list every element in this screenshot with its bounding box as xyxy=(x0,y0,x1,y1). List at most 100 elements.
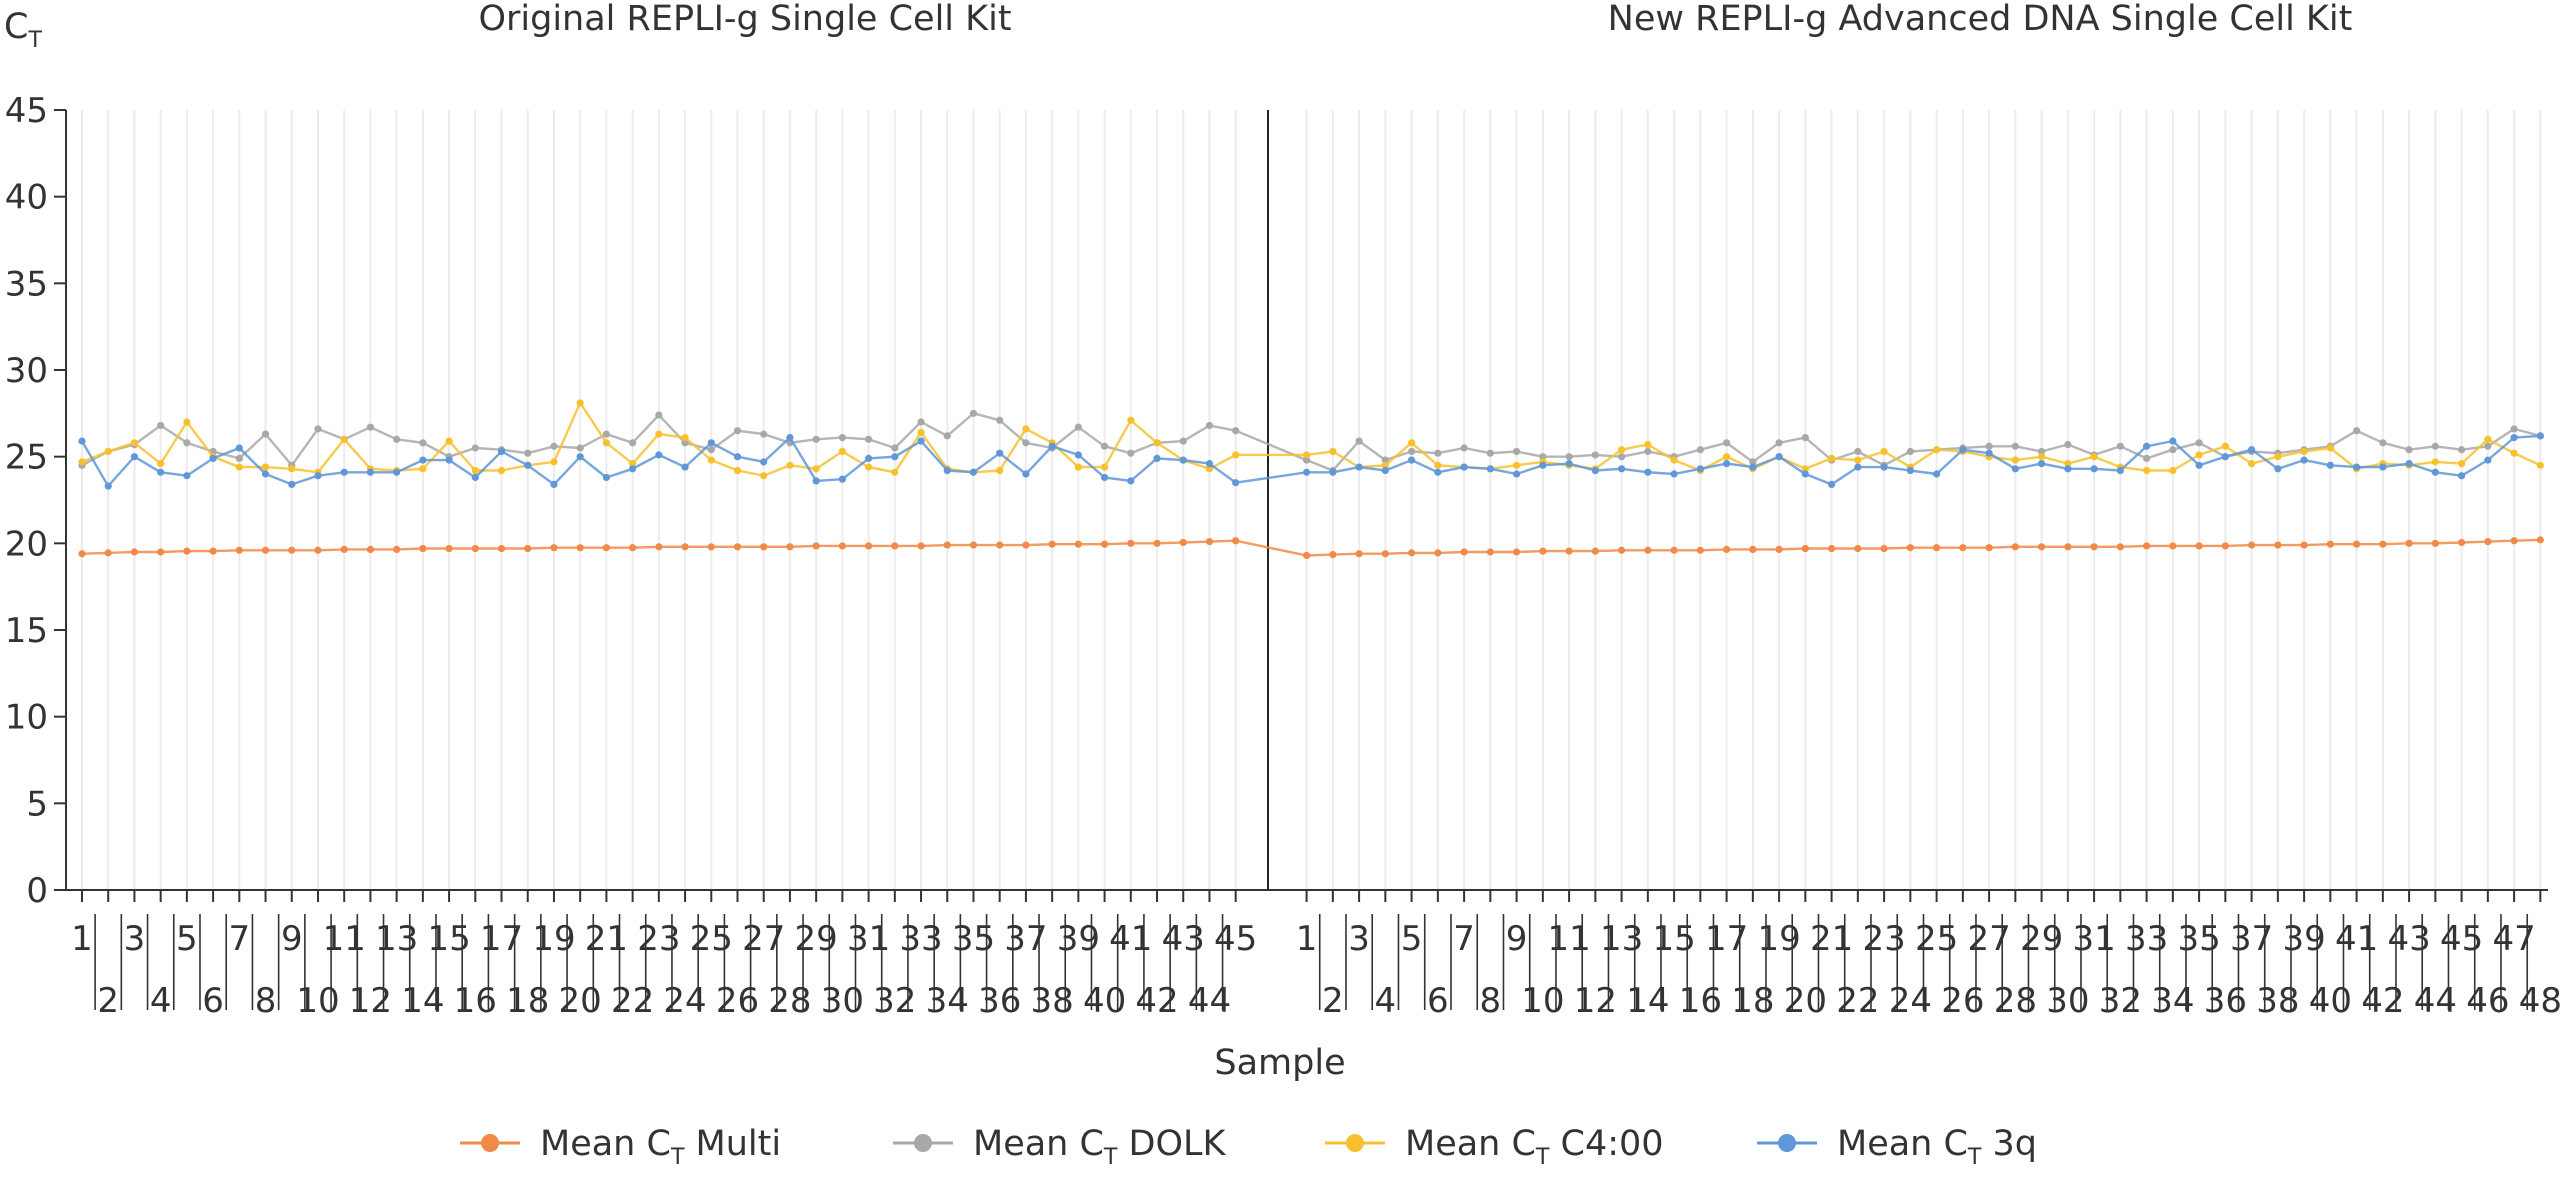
data-point-series-3 xyxy=(681,463,689,471)
data-point-series-2 xyxy=(602,439,611,447)
x-tick-label-original: 40 xyxy=(1083,981,1126,1021)
data-point-series-2 xyxy=(104,447,112,456)
data-point-series-2 xyxy=(1670,456,1678,464)
data-point-series-0 xyxy=(524,544,532,553)
data-point-series-0 xyxy=(1074,540,1082,548)
data-point-series-1 xyxy=(891,444,899,452)
data-point-series-0 xyxy=(2326,540,2334,548)
data-point-series-2 xyxy=(1100,463,1109,471)
data-point-series-3 xyxy=(2510,434,2518,442)
x-axis-title: Sample xyxy=(1214,1043,1345,1083)
x-tick-label-original: 43 xyxy=(1162,919,1205,959)
data-point-series-1 xyxy=(2116,442,2124,450)
x-tick-label-original: 37 xyxy=(1004,919,1047,959)
data-point-series-3 xyxy=(2195,461,2203,469)
y-tick-label: 40 xyxy=(5,178,48,218)
data-point-series-0 xyxy=(2536,536,2544,544)
x-tick-label-new: 31 xyxy=(2072,919,2115,959)
data-point-series-0 xyxy=(1329,551,1337,559)
x-tick-label-original: 11 xyxy=(323,919,366,959)
data-point-series-3 xyxy=(838,475,846,483)
data-point-series-1 xyxy=(2458,446,2466,454)
legend: Mean CT Multi Mean CT DOLK Mean CT C4:00 Me… xyxy=(460,1124,2037,1170)
x-tick-label-original: 7 xyxy=(228,919,250,959)
x-tick-label-original: 31 xyxy=(847,919,890,959)
x-tick-label-original: 18 xyxy=(506,981,549,1021)
data-point-series-2 xyxy=(2064,460,2072,468)
x-tick-label-new: 43 xyxy=(2387,919,2430,959)
x-tick-label-new: 4 xyxy=(1375,981,1397,1021)
data-point-series-3 xyxy=(1074,451,1082,459)
data-point-series-1 xyxy=(1723,439,1731,447)
grid xyxy=(81,110,2542,890)
x-tick-label-new: 23 xyxy=(1862,919,1905,959)
data-point-series-2 xyxy=(2011,456,2019,464)
x-tick-label-new: 37 xyxy=(2230,919,2273,959)
x-tick-label-new: 19 xyxy=(1757,919,1800,959)
data-point-series-2 xyxy=(2274,453,2282,461)
data-point-series-0 xyxy=(1381,550,1389,558)
data-point-series-0 xyxy=(2510,537,2518,545)
data-point-series-3 xyxy=(1408,456,1416,464)
data-point-series-3 xyxy=(1539,461,1547,469)
x-tick-label-new: 39 xyxy=(2282,919,2325,959)
data-point-series-3 xyxy=(1460,463,1468,471)
data-point-series-3 xyxy=(1232,479,1240,487)
data-point-series-2 xyxy=(2326,444,2334,452)
data-point-series-0 xyxy=(1854,544,1862,553)
data-point-series-3 xyxy=(1048,442,1056,450)
data-point-series-1 xyxy=(996,416,1004,424)
legend-label-2: Mean CT C4:00 xyxy=(1405,1124,1664,1170)
data-point-series-0 xyxy=(2274,541,2282,549)
data-point-series-1 xyxy=(419,439,427,447)
data-point-series-3 xyxy=(1906,466,1914,475)
data-point-series-3 xyxy=(550,480,558,488)
data-point-series-3 xyxy=(1985,449,1993,457)
data-point-series-1 xyxy=(1303,456,1311,464)
data-point-series-2 xyxy=(760,472,768,480)
axes: Original REPLI-g Single Cell Kit New REP… xyxy=(4,0,2560,1083)
x-tick-label-original: 22 xyxy=(611,981,654,1021)
x-tick-label-original: 42 xyxy=(1135,981,1178,1021)
data-point-series-0 xyxy=(261,546,270,554)
data-point-series-3 xyxy=(2536,432,2544,440)
data-point-series-1 xyxy=(1022,439,1030,447)
panel-title-new: New REPLI-g Advanced DNA Single Cell Kit xyxy=(1608,0,2353,39)
data-point-series-3 xyxy=(1205,460,1214,468)
data-point-series-2 xyxy=(130,439,139,447)
data-point-series-0 xyxy=(2353,540,2361,548)
data-point-series-3 xyxy=(996,449,1004,457)
legend-label-3: Mean CT 3q xyxy=(1837,1124,2037,1170)
data-point-series-1 xyxy=(1074,423,1082,431)
data-point-series-3 xyxy=(497,447,506,456)
data-point-series-2 xyxy=(2510,449,2518,457)
data-point-series-3 xyxy=(2379,463,2387,471)
data-point-series-0 xyxy=(235,546,243,554)
data-point-series-1 xyxy=(1179,437,1187,445)
data-point-series-3 xyxy=(602,473,611,482)
data-point-series-1 xyxy=(1696,446,1704,454)
data-point-series-0 xyxy=(1801,544,1809,553)
data-point-series-2 xyxy=(1801,465,1809,473)
data-point-series-0 xyxy=(2221,542,2229,550)
data-point-series-1 xyxy=(2379,439,2387,447)
x-tick-label-original: 12 xyxy=(349,981,392,1021)
data-point-series-1 xyxy=(1460,444,1468,452)
data-point-series-0 xyxy=(602,544,611,552)
data-point-series-3 xyxy=(760,458,768,466)
x-tick-label-new: 2 xyxy=(1322,981,1344,1021)
data-point-series-3 xyxy=(445,456,453,464)
data-point-series-3 xyxy=(1828,480,1836,488)
data-point-series-2 xyxy=(1880,447,1888,456)
data-point-series-0 xyxy=(419,544,427,553)
data-point-series-3 xyxy=(340,468,348,476)
data-point-series-2 xyxy=(576,399,584,407)
data-point-series-0 xyxy=(471,544,479,553)
x-tick-label-original: 26 xyxy=(716,981,759,1021)
x-tick-label-original: 25 xyxy=(690,919,733,959)
data-point-series-1 xyxy=(760,430,768,438)
data-point-series-2 xyxy=(917,428,925,436)
data-point-series-1 xyxy=(1513,447,1521,456)
data-point-series-2 xyxy=(707,456,715,464)
y-tick-label: 25 xyxy=(5,438,48,478)
